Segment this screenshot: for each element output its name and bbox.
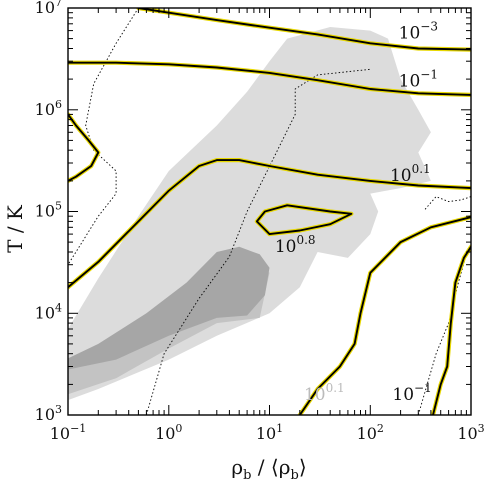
dotted-curve-0 — [68, 8, 139, 265]
contour-label-exponent: −1 — [414, 381, 432, 395]
x-axis-label-sub-2: b — [290, 468, 298, 482]
contour-stroke-6 — [68, 113, 100, 182]
contour-label-exponent: −3 — [420, 20, 438, 34]
x-axis-label-rho-2: ρ — [279, 455, 291, 479]
y-tick-exponent: 5 — [55, 200, 62, 213]
contour-label-base: 10 — [304, 385, 326, 405]
contour-line-5 — [430, 244, 471, 415]
contour-label-exponent: 0.1 — [326, 381, 345, 395]
contour-stroke-0 — [137, 8, 471, 51]
contour-stroke-1 — [68, 61, 471, 96]
y-tick-exponent: 6 — [55, 98, 62, 111]
x-tick-exponent: 1 — [276, 422, 283, 435]
contour-stroke-3 — [255, 204, 353, 236]
contour-stroke-4 — [298, 216, 471, 415]
x-axis-label-sub: b — [243, 468, 251, 482]
x-tick-label: 102 — [357, 422, 384, 443]
y-tick-label: 103 — [35, 403, 62, 424]
contour-label: 100.1 — [304, 381, 345, 405]
y-tick-base: 10 — [35, 303, 55, 322]
contour-label-exponent: 0.8 — [296, 233, 315, 247]
contour-label: 10−1 — [399, 67, 438, 91]
x-tick-base: 10 — [457, 424, 477, 443]
contour-stroke-5 — [432, 245, 471, 415]
x-tick-base: 10 — [256, 424, 276, 443]
contour-line-1 — [68, 60, 471, 97]
x-axis-label: ρb / ⟨ρb⟩ — [231, 455, 306, 482]
dotted-curve-2 — [417, 246, 471, 415]
x-tick-label: 101 — [256, 422, 283, 443]
contour-label-base: 10 — [399, 24, 421, 44]
x-tick-exponent: 2 — [377, 422, 384, 435]
x-tick-exponent: −1 — [70, 422, 86, 435]
x-tick-exponent: 3 — [478, 422, 485, 435]
contour-stroke-2 — [68, 159, 471, 289]
x-axis-label-sep: / — [251, 455, 270, 479]
y-tick-exponent: 7 — [55, 0, 62, 9]
y-tick-base: 10 — [35, 100, 55, 119]
y-tick-exponent: 4 — [55, 301, 62, 314]
dotted-curve-1 — [145, 68, 371, 415]
x-tick-base: 10 — [50, 424, 70, 443]
x-axis-ticks: 10−1 100 101 102 103 — [50, 8, 485, 443]
contour-label: 10−3 — [399, 20, 438, 44]
contour-lines — [68, 8, 471, 415]
x-tick-label: 10−1 — [50, 422, 87, 443]
y-tick-label: 106 — [35, 98, 62, 119]
contour-line-0 — [136, 8, 471, 52]
x-tick-label: 100 — [155, 422, 182, 443]
y-tick-label: 104 — [35, 301, 62, 322]
contour-label: 100.1 — [390, 162, 431, 186]
contour-label-exponent: 0.1 — [412, 162, 431, 176]
contour-line-2 — [68, 158, 471, 290]
y-tick-label: 107 — [35, 0, 62, 17]
contour-line-3 — [254, 203, 354, 237]
y-tick-base: 10 — [35, 0, 55, 17]
x-tick-base: 10 — [155, 424, 175, 443]
contour-label-base: 10 — [399, 71, 421, 91]
y-tick-base: 10 — [35, 202, 55, 221]
x-tick-base: 10 — [357, 424, 377, 443]
x-tick-label: 103 — [457, 422, 484, 443]
x-axis-label-close: ⟩ — [299, 455, 307, 479]
shaded-regions — [68, 27, 431, 401]
x-tick-exponent: 0 — [175, 422, 182, 435]
dotted-curve-3 — [424, 196, 471, 210]
contour-label: 100.8 — [275, 233, 316, 257]
x-axis-label-open: ⟨ — [271, 455, 279, 479]
x-axis-label-rho: ρ — [231, 455, 243, 479]
y-tick-base: 10 — [35, 405, 55, 424]
contour-label-exponent: −1 — [420, 67, 438, 81]
y-tick-label: 105 — [35, 200, 62, 221]
contour-line-4 — [297, 215, 471, 415]
contour-label-base: 10 — [392, 385, 414, 405]
contour-label-base: 10 — [390, 166, 412, 186]
dotted-curves — [68, 8, 471, 415]
y-axis-label: T / K — [3, 204, 27, 253]
shaded-region-dark-2 — [68, 246, 270, 370]
contour-label-base: 10 — [275, 237, 297, 257]
y-tick-exponent: 3 — [55, 403, 62, 416]
contour-label: 10−1 — [392, 381, 431, 405]
contour-line-6 — [68, 112, 101, 183]
